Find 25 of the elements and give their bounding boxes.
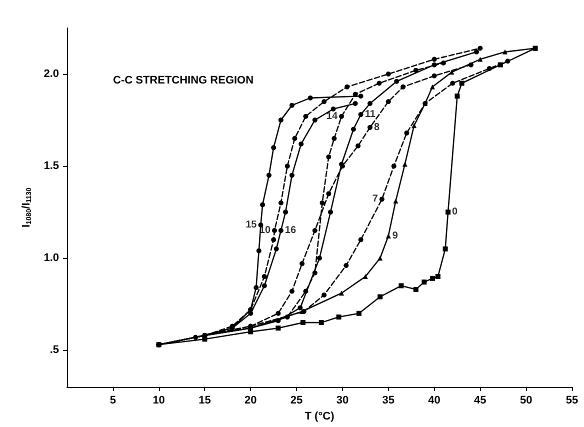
x-tick-label: 10 (152, 394, 165, 406)
annotation: 9 (392, 230, 398, 242)
annotation: 8 (374, 122, 380, 133)
annotation: 16 (284, 225, 296, 236)
x-tick-label: 40 (428, 394, 440, 406)
x-tick-label: 30 (336, 394, 349, 406)
annotation: 15 (246, 219, 258, 230)
annotation: 7 (372, 194, 378, 205)
y-tick-label: 2.0 (44, 68, 59, 80)
x-tick-label: 20 (244, 394, 257, 406)
annotation: 14 (326, 110, 338, 122)
y-tick-label: 1.0 (44, 252, 59, 264)
y-tick-label: 1.5 (44, 160, 59, 172)
x-axis-title: T (°C) (304, 410, 335, 422)
x-tick-label: 55 (566, 394, 578, 406)
x-tick-label: 5 (110, 394, 116, 406)
text: C-C STRETCHING REGION (113, 74, 254, 86)
annotation: 11 (364, 109, 376, 120)
annotation: 0 (452, 206, 458, 218)
x-tick-label: 35 (382, 394, 394, 406)
x-tick-label: 15 (198, 394, 211, 406)
x-tick-label: 50 (520, 394, 532, 406)
x-tick-label: 45 (474, 394, 486, 406)
x-tick-label: 25 (290, 394, 303, 406)
y-tick-label: .5 (50, 344, 59, 356)
